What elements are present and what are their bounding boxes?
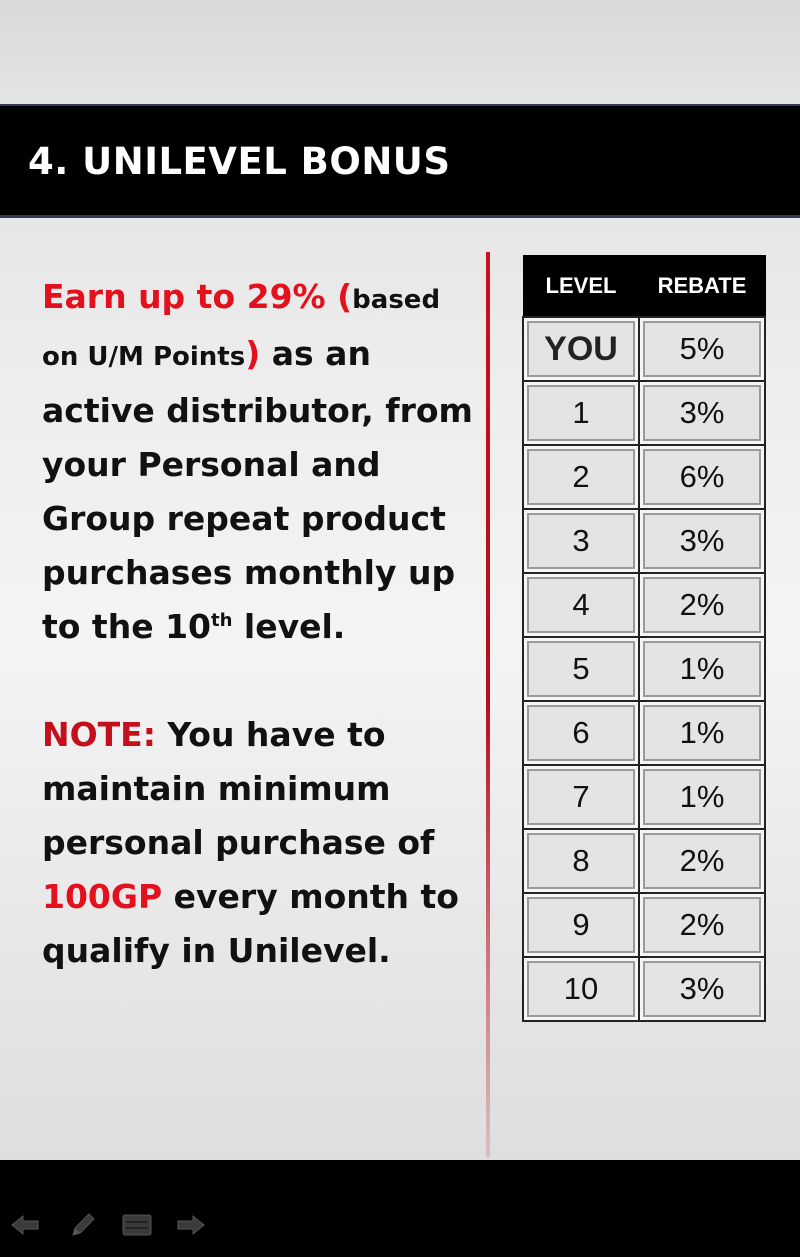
paragraph-gap xyxy=(42,654,482,708)
level-cell: YOU xyxy=(522,316,640,382)
note-text: You have to maintain minimum personal pu… xyxy=(42,715,435,862)
rebate-cell: 3% xyxy=(638,956,766,1022)
rebate-table: LEVEL REBATE YOU 5% 1 3% 2 6% 3 3% 4 xyxy=(522,255,766,1022)
rebate-cell: 2% xyxy=(638,572,766,638)
level-cell: 9 xyxy=(522,892,640,958)
header-rebate: REBATE xyxy=(638,255,766,318)
table-row: 5 1% xyxy=(522,636,766,702)
table-header-row: LEVEL REBATE xyxy=(522,255,766,318)
back-arrow-icon[interactable] xyxy=(8,1210,42,1240)
slide-top-band xyxy=(0,0,800,104)
pen-icon[interactable] xyxy=(66,1210,100,1240)
red-divider xyxy=(486,252,490,1157)
rebate-cell: 2% xyxy=(638,892,766,958)
level-cell: 6 xyxy=(522,700,640,766)
rebate-cell: 6% xyxy=(638,444,766,510)
level-cell: 4 xyxy=(522,572,640,638)
table-row: 1 3% xyxy=(522,380,766,446)
slideshow-controls xyxy=(0,1160,800,1257)
earn-sup: th xyxy=(211,610,233,631)
table-row: 7 1% xyxy=(522,764,766,830)
level-cell: 10 xyxy=(522,956,640,1022)
rebate-cell: 3% xyxy=(638,380,766,446)
slide: 4. UNILEVEL BONUS Earn up to 29% (based … xyxy=(0,0,800,1160)
body-text: Earn up to 29% (based on U/M Points) as … xyxy=(42,270,482,978)
rebate-cell: 1% xyxy=(638,700,766,766)
level-cell: 5 xyxy=(522,636,640,702)
forward-arrow-icon[interactable] xyxy=(174,1210,208,1240)
table-row: 4 2% xyxy=(522,572,766,638)
note-tail: every month to qualify in Unilevel. xyxy=(42,877,459,970)
earn-prefix: Earn up to 29% ( xyxy=(42,277,353,316)
title-bar: 4. UNILEVEL BONUS xyxy=(0,104,800,218)
rebate-cell: 5% xyxy=(638,316,766,382)
slide-title: 4. UNILEVEL BONUS xyxy=(28,140,451,183)
rebate-cell: 1% xyxy=(638,636,766,702)
table-row: 8 2% xyxy=(522,828,766,894)
earn-rest: as an active distributor, from your Pers… xyxy=(42,334,473,646)
table-row: 6 1% xyxy=(522,700,766,766)
earn-close: ) xyxy=(245,334,261,373)
level-cell: 1 xyxy=(522,380,640,446)
table-row: 2 6% xyxy=(522,444,766,510)
table-row: 10 3% xyxy=(522,956,766,1022)
earn-tail: level. xyxy=(232,607,346,646)
rebate-cell: 2% xyxy=(638,828,766,894)
level-cell: 7 xyxy=(522,764,640,830)
menu-icon[interactable] xyxy=(120,1210,154,1240)
level-cell: 3 xyxy=(522,508,640,574)
rebate-cell: 1% xyxy=(638,764,766,830)
note-amount: 100GP xyxy=(42,877,163,916)
header-level: LEVEL xyxy=(522,255,640,318)
table-row: YOU 5% xyxy=(522,316,766,382)
table-row: 9 2% xyxy=(522,892,766,958)
table-row: 3 3% xyxy=(522,508,766,574)
level-cell: 2 xyxy=(522,444,640,510)
rebate-cell: 3% xyxy=(638,508,766,574)
earn-based: based on U/M Points xyxy=(42,285,441,372)
level-cell: 8 xyxy=(522,828,640,894)
note-label: NOTE: xyxy=(42,715,156,754)
